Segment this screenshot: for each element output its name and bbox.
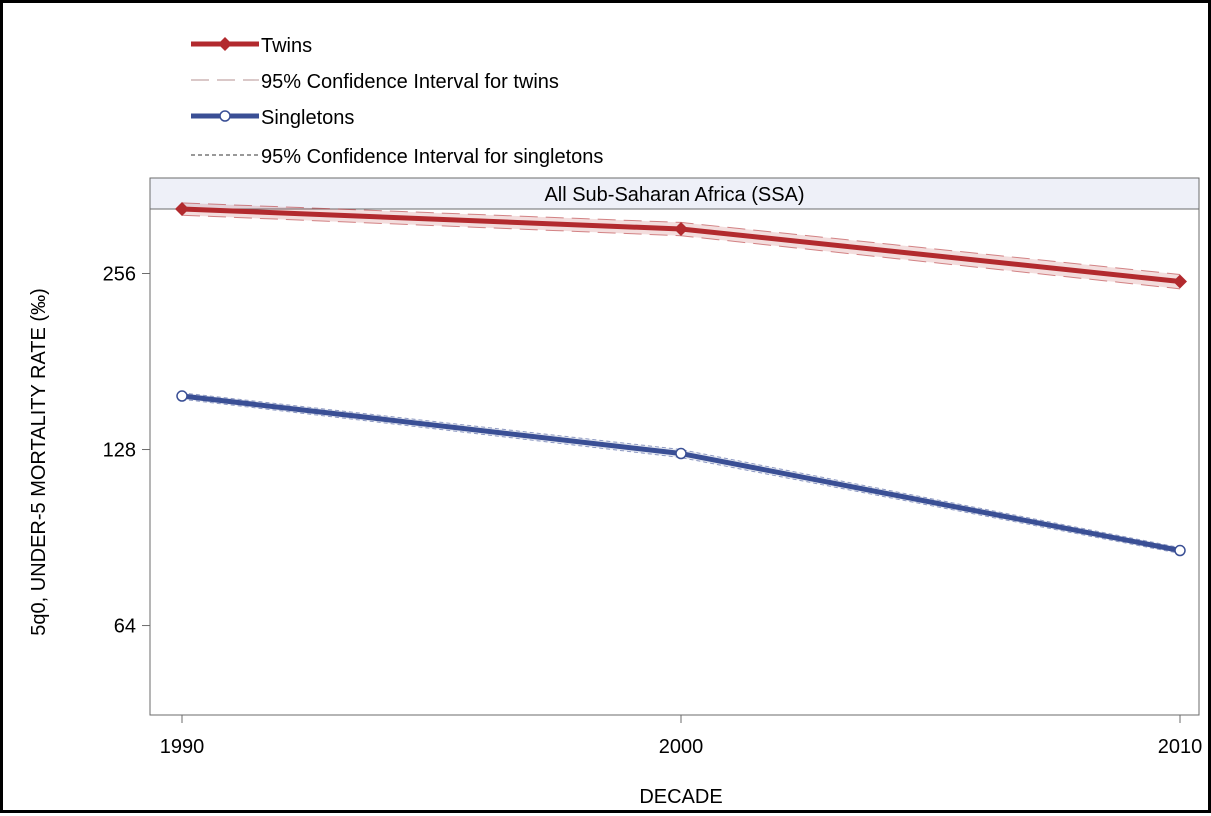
ci-upper-singletons (181, 392, 1181, 549)
legend-twins-label: Twins (261, 35, 312, 57)
panel-title: All Sub-Saharan Africa (SSA) (544, 184, 804, 206)
legend-item-twins-ci: 95% Confidence Interval for twins (191, 71, 559, 93)
legend-singletons-ci-label: 95% Confidence Interval for singletons (261, 146, 603, 168)
y-tick-label: 256 (103, 263, 136, 285)
x-tick-label: 2010 (1158, 736, 1203, 758)
legend: Twins 95% Confidence Interval for twins … (191, 35, 603, 168)
x-tick-label: 1990 (160, 736, 205, 758)
y-axis-title: 5q0, UNDER-5 MORTALITY RATE (‰) (28, 288, 50, 635)
x-tick-label: 2000 (659, 736, 704, 758)
legend-item-twins: Twins (191, 35, 312, 57)
series (175, 202, 1187, 557)
chart-svg: Twins 95% Confidence Interval for twins … (28, 35, 1203, 808)
x-axis-title: DECADE (639, 786, 722, 808)
legend-twins-ci-label: 95% Confidence Interval for twins (261, 71, 559, 93)
panel-header (149, 177, 1200, 210)
data-point-twins (175, 202, 189, 216)
y-tick-label: 64 (114, 616, 136, 638)
data-point-twins (1173, 274, 1187, 289)
legend-singletons-marker (219, 110, 231, 122)
y-axis: 64 128 256 (103, 263, 150, 638)
data-point-singletons (176, 390, 188, 402)
ci-band-twins (182, 202, 1180, 289)
legend-item-singletons: Singletons (191, 107, 354, 129)
ci-lower-singletons (181, 398, 1181, 554)
data-point-singletons (1174, 544, 1186, 557)
legend-item-singletons-ci: 95% Confidence Interval for singletons (191, 146, 603, 168)
plot-area (149, 208, 1200, 716)
data-point-twins (674, 222, 688, 237)
y-tick-label: 128 (103, 440, 136, 462)
data-point-singletons (675, 447, 687, 460)
legend-twins-marker (218, 37, 232, 51)
x-axis: 1990 2000 2010 (160, 715, 1203, 758)
legend-singletons-label: Singletons (261, 107, 354, 129)
